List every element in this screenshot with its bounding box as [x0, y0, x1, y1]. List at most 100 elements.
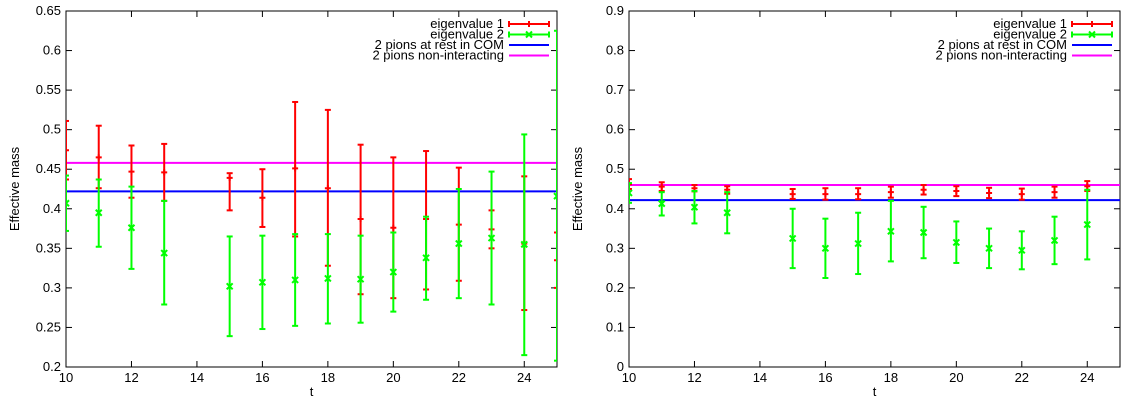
data-point-series-1	[1051, 185, 1058, 199]
marker-cross	[127, 224, 136, 232]
marker-cross	[258, 278, 267, 287]
data-point-series-1	[789, 188, 796, 200]
y-tick-label: 0.6	[43, 43, 61, 58]
marker-cross	[389, 268, 398, 276]
marker-plus	[66, 147, 69, 154]
marker-cross	[952, 238, 961, 247]
data-point-series-2	[455, 188, 463, 300]
data-point-series-2	[854, 211, 862, 276]
legend-label: 2 pions non-interacting	[935, 48, 1067, 63]
marker-cross	[854, 239, 862, 248]
data-point-series-1	[887, 185, 894, 199]
x-tick-label: 16	[818, 370, 832, 385]
x-tick-label: 18	[884, 370, 898, 385]
marker-cross	[66, 199, 70, 207]
legend-marker	[526, 21, 532, 27]
x-tick-label: 14	[190, 370, 204, 385]
marker-plus	[1051, 189, 1058, 196]
legend-marker	[1088, 30, 1096, 39]
y-tick-label: 0.3	[606, 240, 624, 255]
data-point-series-2	[629, 182, 633, 204]
x-tick-label: 16	[255, 370, 269, 385]
chart-right: 0 0.1 0.2 0.3 0.4 0.5 0.6 0.7 0.8 0.9 10 12 14 16 18 20…	[570, 3, 1121, 399]
data-point-series-1	[658, 181, 665, 192]
marker-cross	[520, 240, 528, 249]
chart-left: 0.2 0.25 0.3 0.35 0.4 0.45 0.5 0.55 0.6 0.65 10 12 1…	[7, 3, 558, 399]
marker-plus	[161, 169, 168, 176]
x-axis-label: t	[310, 384, 314, 399]
data-point-series-1	[986, 186, 993, 200]
marker-plus	[986, 189, 993, 196]
marker-cross	[658, 199, 666, 208]
data-point-series-1	[1018, 187, 1025, 201]
y-tick-label: 0.65	[36, 3, 61, 18]
legend-label: eigenvalue 1	[430, 16, 504, 31]
y-tick-label: 0.4	[43, 201, 61, 216]
data-point-series-2	[225, 235, 234, 338]
y-tick-label: 0.55	[36, 82, 61, 97]
data-point-series-1	[259, 168, 266, 228]
legend-marker	[525, 30, 533, 39]
marker-cross	[919, 228, 928, 237]
y-tick-label: 0.7	[606, 82, 624, 97]
marker-cross	[1050, 236, 1059, 245]
legend-label: eigenvalue 2	[993, 27, 1067, 42]
y-tick-label: 0.1	[606, 319, 624, 334]
data-point-series-2	[356, 234, 365, 324]
y-tick-label: 0.4	[606, 201, 624, 216]
marker-cross	[160, 249, 168, 257]
x-tick-label: 20	[386, 370, 400, 385]
data-point-series-1	[66, 119, 69, 181]
data-point-series-2	[690, 189, 699, 225]
data-point-series-2	[127, 185, 136, 270]
data-point-series-2	[487, 170, 496, 306]
data-point-series-1	[629, 178, 632, 190]
marker-cross	[985, 244, 993, 253]
data-point-series-2	[952, 220, 961, 264]
marker-plus	[259, 194, 266, 201]
marker-plus	[1084, 183, 1091, 190]
plot-area	[629, 178, 1120, 279]
data-point-series-2	[821, 217, 830, 279]
marker-plus	[128, 168, 135, 175]
marker-cross	[887, 227, 895, 236]
data-point-series-2	[887, 199, 895, 263]
data-point-series-1	[953, 185, 960, 198]
data-point-series-2	[1083, 188, 1091, 261]
marker-cross	[422, 254, 430, 262]
y-tick-label: 0.5	[606, 161, 624, 176]
data-point-series-2	[258, 234, 267, 331]
data-point-series-2	[658, 191, 666, 217]
marker-cross	[225, 282, 234, 291]
marker-plus	[920, 186, 927, 193]
legend-marker	[1089, 21, 1095, 27]
y-tick-label: 0.25	[36, 319, 61, 334]
y-tick-label: 0	[617, 359, 624, 374]
y-axis-label: Effective mass	[7, 146, 22, 231]
data-point-series-1	[226, 172, 233, 212]
y-tick-label: 0.6	[606, 122, 624, 137]
x-tick-label: 20	[949, 370, 963, 385]
marker-plus	[629, 181, 632, 188]
y-tick-label: 0.5	[43, 122, 61, 137]
legend-label: eigenvalue 1	[993, 16, 1067, 31]
marker-plus	[324, 185, 331, 192]
data-point-series-2	[723, 191, 731, 235]
data-point-series-2	[422, 215, 430, 301]
data-point-series-2	[160, 199, 168, 306]
data-point-series-1	[554, 231, 557, 289]
data-point-series-2	[324, 233, 332, 325]
x-tick-label: 18	[321, 370, 335, 385]
marker-plus	[1018, 191, 1025, 198]
marker-plus	[953, 187, 960, 194]
y-tick-label: 0.2	[606, 280, 624, 295]
marker-cross	[788, 234, 797, 243]
data-point-series-2	[66, 174, 70, 232]
x-axis-label: t	[873, 384, 877, 399]
data-point-series-2	[291, 233, 299, 327]
data-point-series-1	[855, 187, 862, 201]
x-tick-label: 12	[124, 370, 138, 385]
y-tick-label: 0.8	[606, 43, 624, 58]
y-tick-label: 0.2	[43, 359, 61, 374]
marker-cross	[356, 275, 365, 283]
